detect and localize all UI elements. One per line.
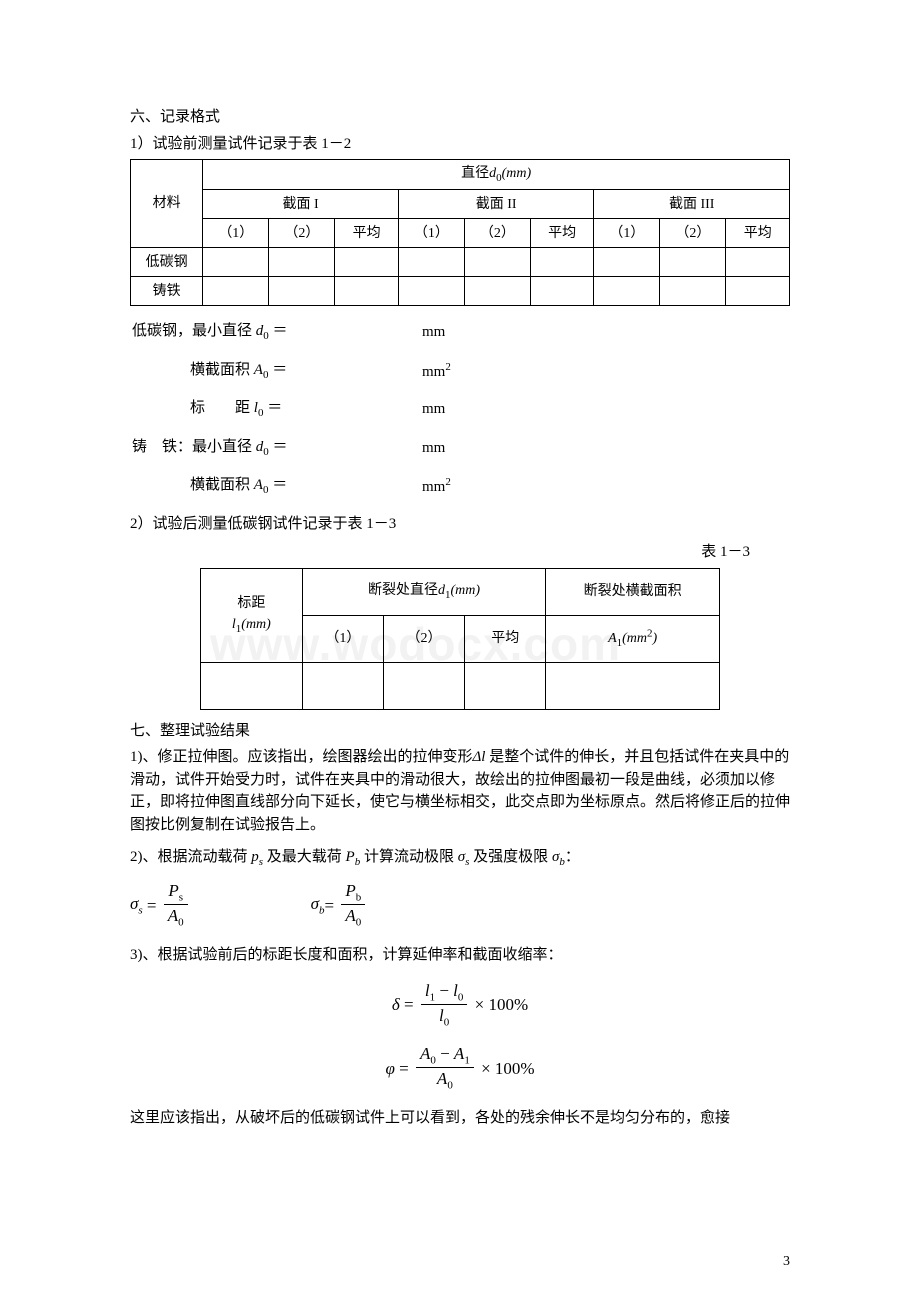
table-1-3: 标距 l1(mm) 断裂处直径d1(mm) 断裂处横截面积 （1） （2） 平均… (200, 568, 720, 710)
page-number: 3 (783, 1251, 790, 1272)
cell (726, 277, 790, 306)
cell (660, 277, 726, 306)
cell (726, 248, 790, 277)
cell (383, 662, 464, 709)
cell (464, 277, 530, 306)
table-1-2: 材料 直径d0(mm) 截面 I 截面 II 截面 III （1） （2） 平均… (130, 159, 790, 306)
section7-p2: 2)、根据流动载荷 ps 及最大载荷 Pb 计算流动极限 σs 及强度极限 σb… (130, 846, 790, 871)
cell (464, 248, 530, 277)
sub-2-2: （2） (464, 219, 530, 248)
t2-col-area: 断裂处横截面积 (546, 568, 720, 615)
cell (594, 277, 660, 306)
section-2: 截面 II (398, 190, 594, 219)
formula-sigma-s-b: σs = Ps A0 σb = Pb A0 (130, 881, 790, 930)
t2-sub-1: （1） (302, 615, 383, 662)
sub-3-1: （1） (594, 219, 660, 248)
col-material: 材料 (131, 160, 203, 248)
cell (546, 662, 720, 709)
measure-line-4: 铸 铁：最小直径 d0 ＝ mm (130, 436, 790, 461)
cell (302, 662, 383, 709)
sub-2-1: （1） (398, 219, 464, 248)
page-content: 六、记录格式 1）试验前测量试件记录于表 1－2 材料 直径d0(mm) 截面 … (130, 106, 790, 1130)
cell (530, 277, 594, 306)
section6-sub1: 1）试验前测量试件记录于表 1－2 (130, 133, 790, 156)
sub-1-2: （2） (269, 219, 335, 248)
cell (201, 662, 303, 709)
cell (203, 248, 269, 277)
measure-line-5: 横截面积 A0 ＝ mm2 (130, 474, 790, 499)
cell (203, 277, 269, 306)
cell (660, 248, 726, 277)
row-steel: 低碳钢 (131, 248, 203, 277)
t2-sub-2: （2） (383, 615, 464, 662)
cell (269, 248, 335, 277)
t2-sub-avg: 平均 (465, 615, 546, 662)
formula-delta: δ = l1 − l0 l0 × 100% (130, 981, 790, 1030)
section6-title: 六、记录格式 (130, 106, 790, 129)
measure-line-3: 标 距 l0 ＝ mm (130, 397, 790, 422)
cell (269, 277, 335, 306)
row-iron: 铸铁 (131, 277, 203, 306)
cell (530, 248, 594, 277)
section7-title: 七、整理试验结果 (130, 720, 790, 743)
section7-p4: 这里应该指出，从破坏后的低碳钢试件上可以看到，各处的残余伸长不是均匀分布的，愈接 (130, 1107, 790, 1130)
cell (335, 277, 399, 306)
formula-phi: φ = A0 − A1 A0 × 100% (130, 1044, 790, 1093)
cell (594, 248, 660, 277)
sub-1-avg: 平均 (335, 219, 399, 248)
section6-sub2: 2）试验后测量低碳钢试件记录于表 1－3 (130, 513, 790, 536)
measure-line-1: 低碳钢，最小直径 d0 ＝ mm (130, 320, 790, 345)
t2-area-sym: A1(mm2) (546, 615, 720, 662)
sub-2-avg: 平均 (530, 219, 594, 248)
header-diameter: 直径d0(mm) (203, 160, 790, 190)
cell (335, 248, 399, 277)
t2-col-gauge: 标距 l1(mm) (201, 568, 303, 662)
cell (398, 277, 464, 306)
section-1: 截面 I (203, 190, 399, 219)
t2-col-diameter: 断裂处直径d1(mm) (302, 568, 546, 615)
sub-1-1: （1） (203, 219, 269, 248)
table-1-3-caption: 表 1－3 (130, 541, 790, 564)
section-3: 截面 III (594, 190, 790, 219)
sub-3-2: （2） (660, 219, 726, 248)
sub-3-avg: 平均 (726, 219, 790, 248)
measure-line-2: 横截面积 A0 ＝ mm2 (130, 359, 790, 384)
cell (398, 248, 464, 277)
section7-p1: 1)、修正拉伸图。应该指出，绘图器绘出的拉伸变形Δl 是整个试件的伸长，并且包括… (130, 746, 790, 836)
cell (465, 662, 546, 709)
section7-p3: 3)、根据试验前后的标距长度和面积，计算延伸率和截面收缩率： (130, 944, 790, 967)
